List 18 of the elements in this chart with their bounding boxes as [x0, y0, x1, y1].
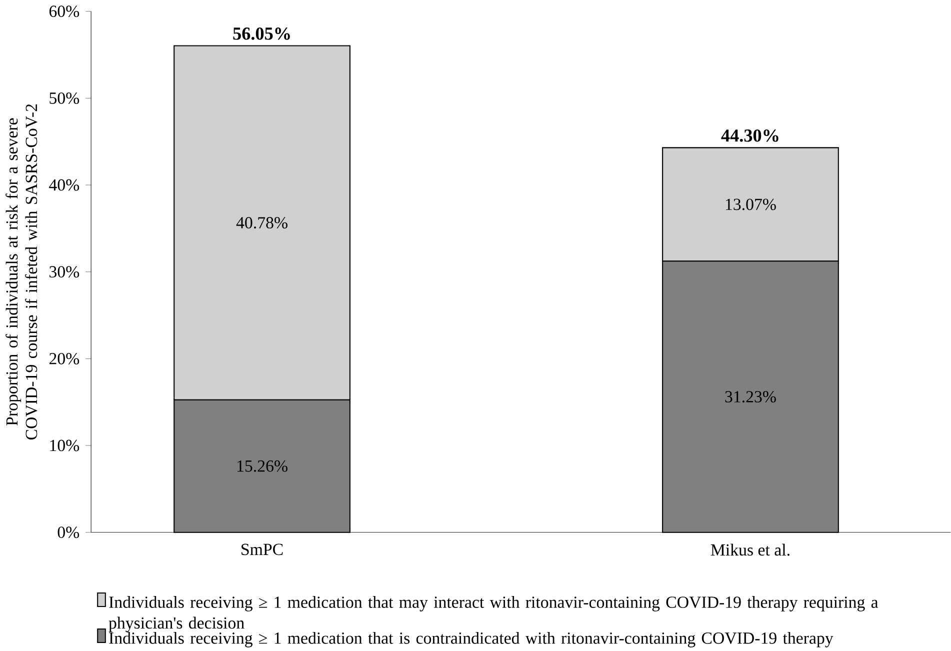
total-label: 56.05%: [233, 27, 290, 40]
y-tick-label: 50%: [50, 92, 80, 104]
y-tick-label: 60%: [49, 5, 80, 17]
y-tick-label: 20%: [49, 352, 80, 364]
y-axis-title: Proportion of individuals at risk for a severe COVID-19 course if infeted with SASRS-CoV-2: [6, 104, 38, 440]
x-tick-label: SmPC: [242, 544, 283, 555]
y-tick-label: 40%: [49, 179, 80, 191]
x-tick-label: Mikus et al.: [710, 544, 790, 556]
data-label: 31.23%: [725, 390, 776, 402]
data-label: 15.26%: [238, 460, 288, 472]
data-label: 13.07%: [726, 198, 776, 210]
y-tick-label: 30%: [50, 266, 80, 278]
data-label: 40.78%: [236, 216, 288, 228]
y-tick-label: 0%: [58, 526, 80, 538]
total-label: 44.30%: [721, 129, 778, 142]
legend-label: Individuals receiving ≥ 1 medication that is contraindicated with ritonavir-containing COVID-19 therapy: [109, 632, 834, 648]
y-tick-label: 10%: [50, 440, 80, 452]
legend-label: Individuals receiving ≥ 1 medication that may interact with ritonavir-containing COVID-19 therapy requiring a physician's decision: [108, 596, 878, 632]
